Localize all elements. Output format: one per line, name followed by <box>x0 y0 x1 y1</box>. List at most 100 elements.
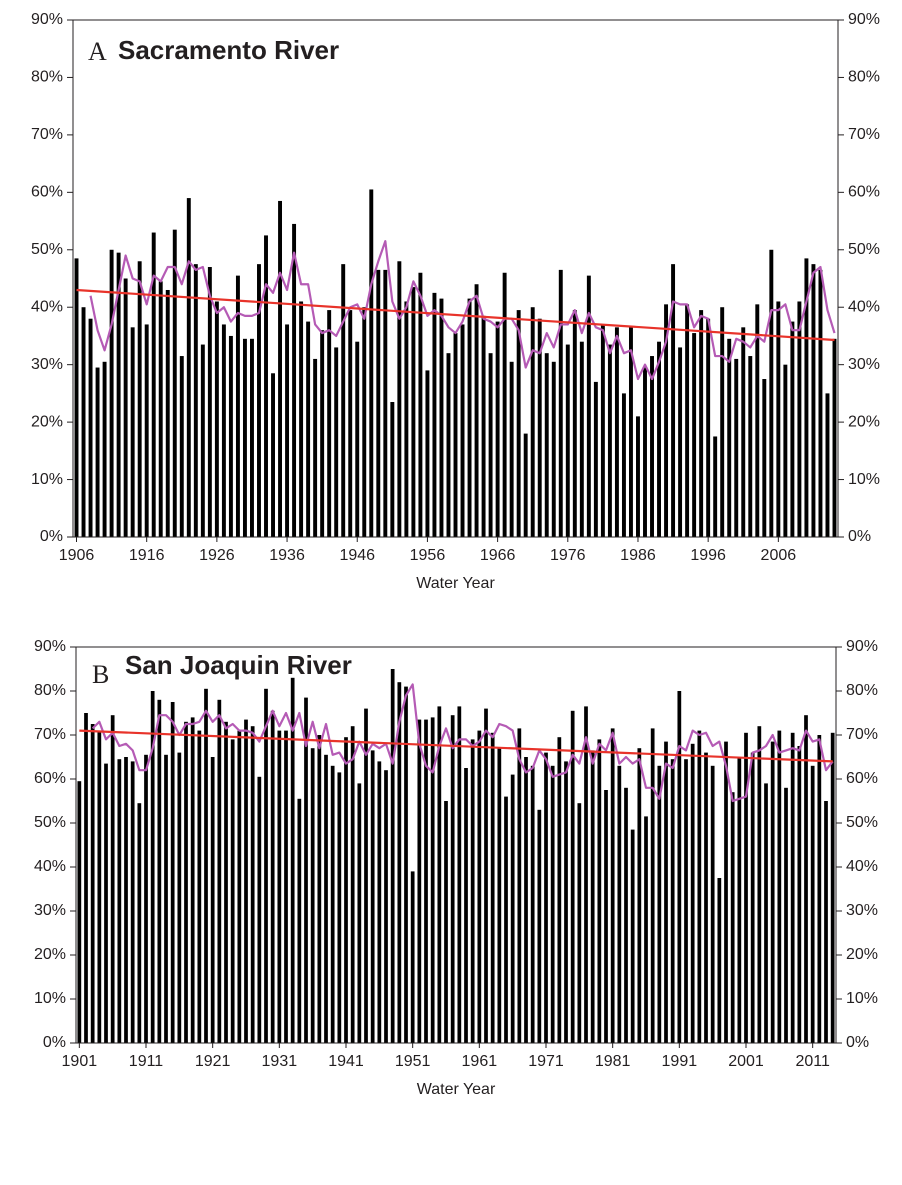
bar <box>278 200 283 537</box>
y2-tick-label: 90% <box>846 638 878 655</box>
bar <box>383 269 388 537</box>
bar <box>110 715 115 1043</box>
bar <box>671 264 676 537</box>
bar <box>158 281 163 537</box>
bar <box>470 739 475 1043</box>
bar <box>88 318 93 537</box>
chart-title: Sacramento River <box>118 35 339 65</box>
y2-tick-label: 90% <box>848 11 880 28</box>
x-tick-label: 1961 <box>462 1053 498 1070</box>
bar <box>677 691 682 1043</box>
bar <box>242 338 247 537</box>
bar <box>450 715 455 1043</box>
bar <box>179 356 184 537</box>
bar <box>550 765 555 1043</box>
bar <box>292 223 297 537</box>
bar <box>190 717 195 1043</box>
bar <box>404 301 409 537</box>
y2-tick-label: 10% <box>846 990 878 1007</box>
panel-label: B <box>92 660 109 689</box>
y2-tick-label: 20% <box>848 413 880 430</box>
bar <box>607 344 612 537</box>
bar <box>370 750 375 1043</box>
bar <box>304 697 308 1043</box>
bar <box>621 393 626 537</box>
bar <box>432 292 437 537</box>
bar <box>770 741 775 1043</box>
bar <box>460 324 465 537</box>
y-tick-label: 30% <box>34 902 66 919</box>
bar <box>84 713 88 1043</box>
chart-title: San Joaquin River <box>125 650 352 680</box>
bar <box>720 307 725 537</box>
bar <box>430 717 435 1043</box>
bar <box>337 772 342 1043</box>
bar <box>425 370 430 537</box>
y-tick-label: 10% <box>31 471 63 488</box>
bar <box>184 721 188 1043</box>
bar <box>630 829 635 1043</box>
x-tick-label: 1946 <box>339 547 375 564</box>
y2-tick-label: 40% <box>846 858 878 875</box>
bar <box>734 358 739 537</box>
bar <box>348 310 353 537</box>
bar <box>650 728 655 1043</box>
bar <box>230 739 235 1043</box>
bar <box>313 358 318 537</box>
x-tick-label: 1986 <box>620 547 656 564</box>
bar <box>830 732 835 1043</box>
bar <box>610 728 615 1043</box>
y2-tick-label: 20% <box>846 946 878 963</box>
bar <box>170 702 175 1043</box>
bar <box>397 682 402 1043</box>
bar <box>157 699 162 1043</box>
bar <box>151 232 156 538</box>
y-tick-label: 0% <box>43 1034 66 1051</box>
bar <box>404 686 408 1043</box>
x-tick-label: 1926 <box>199 547 235 564</box>
bar <box>310 748 315 1043</box>
bar <box>320 330 325 537</box>
bar <box>804 258 809 537</box>
bar <box>564 761 568 1043</box>
y-tick-label: 90% <box>34 638 66 655</box>
bar <box>137 261 142 537</box>
bar <box>417 719 422 1043</box>
bar <box>344 737 348 1043</box>
bar <box>376 269 381 537</box>
bar <box>699 310 704 537</box>
y-tick-label: 80% <box>34 682 66 699</box>
bar <box>124 757 128 1043</box>
bar <box>74 258 79 537</box>
bar <box>685 304 690 537</box>
bar <box>495 321 500 537</box>
bar <box>628 327 633 537</box>
bar <box>410 871 415 1043</box>
bar <box>670 759 675 1043</box>
bar <box>327 310 332 537</box>
y-tick-label: 50% <box>34 814 66 831</box>
bar <box>818 269 823 537</box>
x-tick-label: 1901 <box>62 1053 98 1070</box>
bar <box>200 344 205 537</box>
bar <box>264 688 268 1043</box>
bar <box>530 765 535 1043</box>
bar <box>557 737 562 1043</box>
bar <box>692 333 697 537</box>
bar <box>330 765 335 1043</box>
line <box>79 729 833 763</box>
bar <box>109 249 114 537</box>
bar <box>90 724 95 1043</box>
bar <box>558 269 563 537</box>
bar <box>565 344 570 537</box>
bar <box>777 730 782 1043</box>
bar <box>357 783 362 1043</box>
bar <box>593 381 598 537</box>
bar <box>617 765 622 1043</box>
bar <box>186 198 191 538</box>
bar <box>277 730 282 1043</box>
bar <box>453 333 458 537</box>
bar <box>235 275 240 537</box>
bar <box>488 353 493 537</box>
bar <box>164 754 168 1043</box>
